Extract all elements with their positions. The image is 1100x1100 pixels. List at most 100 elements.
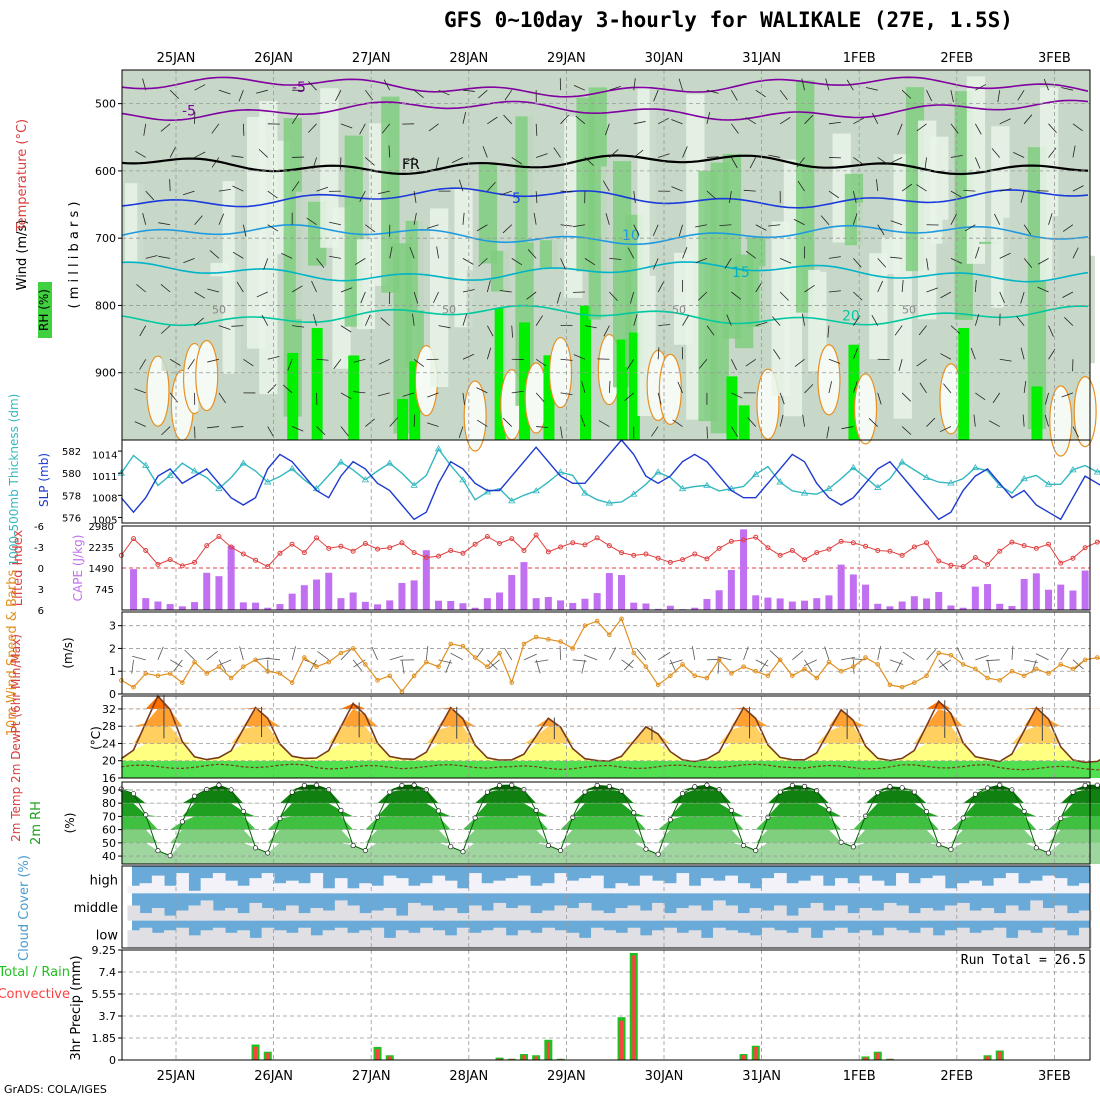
ylabel-temperature2m: 2m Temp 2m DewPt (6hr Min/Max) xyxy=(9,634,23,842)
cape-bar xyxy=(203,572,211,610)
wind-barb xyxy=(534,659,549,663)
wind-speed-point xyxy=(814,675,820,681)
li-point xyxy=(765,545,771,551)
wind-barb xyxy=(803,659,817,667)
wind-barb xyxy=(1045,392,1049,405)
wind-barb xyxy=(890,256,903,259)
wind-barb xyxy=(445,659,452,674)
cloud-low-bar xyxy=(1018,930,1031,948)
wind-barb xyxy=(853,157,864,165)
cloud-high-bar xyxy=(920,878,934,894)
wind-barb xyxy=(901,89,912,99)
wind-barb xyxy=(633,121,646,125)
thickness-point xyxy=(971,463,980,471)
wind-barb xyxy=(462,112,467,124)
wind-barb xyxy=(504,647,513,661)
wind-barb xyxy=(1022,414,1025,427)
cloud-middle-bar xyxy=(737,913,751,921)
rh-patch-saturated xyxy=(494,307,506,440)
wind-barb xyxy=(796,157,805,168)
li-cape-frame xyxy=(121,525,1091,611)
wind-tick-label: 2 xyxy=(109,642,116,655)
cloud-middle-bar xyxy=(1066,913,1080,921)
cloud-low-bar xyxy=(554,930,568,948)
temp-band xyxy=(121,696,1100,709)
wind-barb xyxy=(950,325,961,334)
temp-contour-label: -5 xyxy=(182,103,196,119)
wind-barb xyxy=(523,653,537,661)
wind-barb xyxy=(580,415,586,427)
cloud-low-bar xyxy=(627,927,641,948)
wind-barb xyxy=(682,315,690,326)
wind-barb xyxy=(426,422,439,427)
wind-barb xyxy=(895,659,903,673)
wind-barb xyxy=(1023,380,1027,393)
wind-barb xyxy=(309,659,317,673)
cape-bar xyxy=(654,608,662,610)
cloud-low-bar xyxy=(566,932,580,948)
wind-barb xyxy=(581,659,586,674)
wind-speed-point xyxy=(253,657,258,663)
cloud-middle-bar xyxy=(395,915,409,921)
wind-speed-point xyxy=(716,657,722,663)
li-line xyxy=(120,534,1100,568)
wind-barb xyxy=(316,358,329,361)
wind-barb xyxy=(609,149,619,158)
legend-convective: Convective xyxy=(0,987,70,1002)
rh-point xyxy=(558,847,564,853)
dry-pocket xyxy=(195,339,219,412)
wind-barb xyxy=(231,155,244,158)
wind-speed-point xyxy=(1046,671,1051,676)
li-point xyxy=(667,559,673,565)
temp-band xyxy=(121,708,1100,727)
cape-tick-label: 2235 xyxy=(89,543,114,554)
li-point xyxy=(997,548,1003,554)
cloud-high-bar xyxy=(554,873,568,894)
wind-barb xyxy=(365,224,376,233)
wind-barb xyxy=(991,148,1001,158)
rh-point xyxy=(1094,782,1100,788)
wind-barb xyxy=(535,392,545,403)
cloud-low-bar xyxy=(896,930,909,948)
wind-barb xyxy=(828,290,841,293)
cloud-low-bar xyxy=(871,935,885,948)
wind-barb xyxy=(1060,647,1069,661)
temp-tick-label: 20 xyxy=(102,755,116,768)
cape-bar xyxy=(788,601,796,610)
wind-barb xyxy=(1023,224,1032,235)
cloud-middle-bar xyxy=(493,902,507,921)
rh-point xyxy=(728,807,734,813)
wind-barb xyxy=(924,157,927,170)
cape-bar xyxy=(825,595,833,610)
precip-tick-label: 1.85 xyxy=(92,1032,117,1045)
thickness-point xyxy=(215,484,223,492)
wind-barb xyxy=(352,659,363,672)
wind-barb xyxy=(852,213,858,225)
cloud-low-bar xyxy=(700,937,714,948)
cape-bar xyxy=(752,595,760,610)
rh-patch-saturated xyxy=(543,355,555,440)
dry-pocket xyxy=(853,373,878,445)
rh-point xyxy=(533,807,539,813)
wind-barb xyxy=(329,255,342,259)
cloud-high-bar xyxy=(944,888,958,894)
cloud-high-bar xyxy=(932,875,946,894)
rh-point xyxy=(789,782,795,788)
cloud-middle-bar xyxy=(334,900,348,921)
cloud-high-bar xyxy=(725,875,738,894)
li-point xyxy=(558,544,564,550)
cloud-high-bar xyxy=(822,885,836,894)
cape-bar xyxy=(727,569,735,610)
cloud-middle-bar xyxy=(835,905,848,921)
wind-barb xyxy=(1048,123,1057,134)
rh-patch xyxy=(869,253,888,360)
wind-barb xyxy=(435,157,439,170)
wind-barb xyxy=(1072,426,1079,438)
wind-barb xyxy=(194,317,204,326)
wind-barb xyxy=(657,281,665,293)
cloud-middle-bar xyxy=(859,908,873,921)
wind-barb xyxy=(1062,291,1074,298)
wind-speed-point xyxy=(948,652,954,658)
cloud-high-bar xyxy=(383,875,397,894)
wind-barb xyxy=(755,659,769,667)
